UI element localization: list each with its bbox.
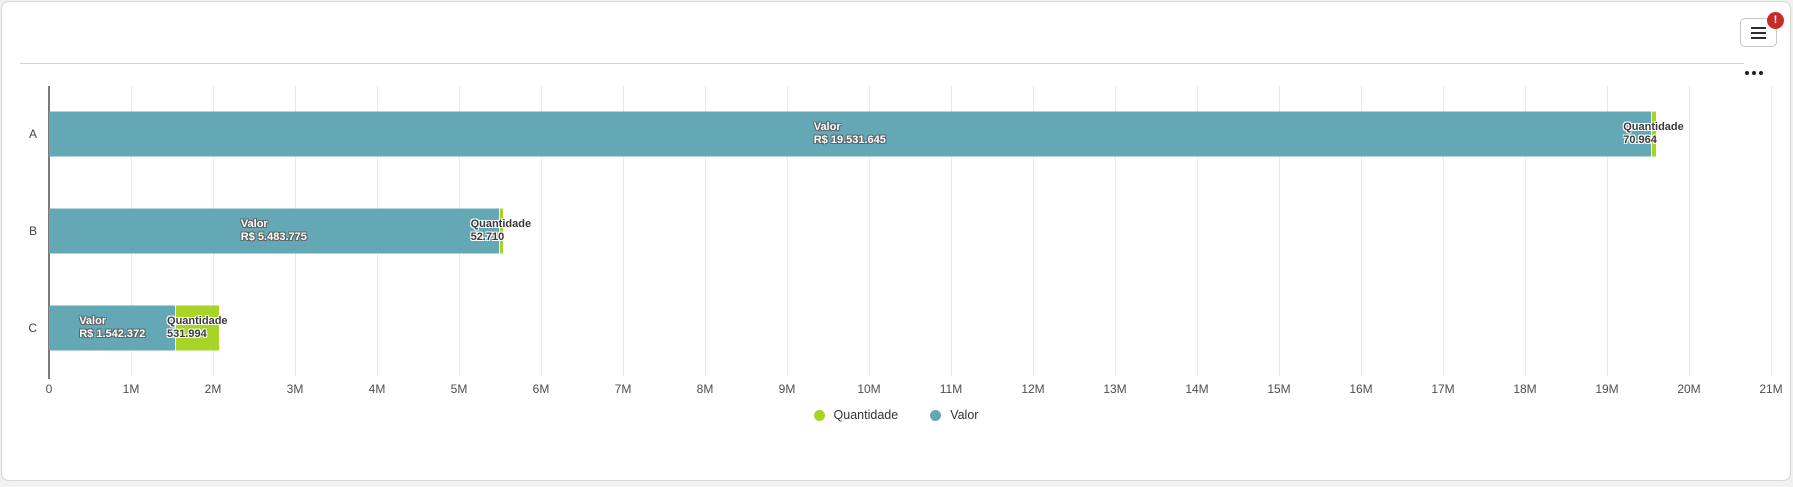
gridline — [1443, 86, 1444, 376]
x-tick-label: 21M — [1759, 382, 1783, 396]
x-tick-label: 8M — [696, 382, 714, 396]
more-options-button[interactable] — [1742, 68, 1766, 78]
x-tick-label: 17M — [1431, 382, 1455, 396]
gridline — [1279, 86, 1280, 376]
bar-segment-valor[interactable] — [49, 305, 176, 351]
x-tick-label: 16M — [1349, 382, 1373, 396]
x-tick-label: 2M — [204, 382, 222, 396]
gridline — [541, 86, 542, 376]
x-tick-label: 12M — [1021, 382, 1045, 396]
gridline — [1771, 86, 1772, 376]
gridline — [869, 86, 870, 376]
bar-segment-quantidade[interactable] — [1650, 111, 1657, 157]
x-tick-label: 1M — [122, 382, 140, 396]
menu-button[interactable]: ! — [1740, 12, 1784, 47]
gridline — [1115, 86, 1116, 376]
ellipsis-icon — [1752, 71, 1756, 75]
x-tick-label: 5M — [450, 382, 468, 396]
category-label: A — [28, 127, 37, 142]
hamburger-icon — [1751, 26, 1766, 39]
alert-badge: ! — [1767, 12, 1784, 29]
x-tick-label: 7M — [614, 382, 632, 396]
bar-segment-valor[interactable] — [49, 111, 1651, 157]
gridline — [951, 86, 952, 376]
chart-legend: Quantidade Valor — [2, 408, 1790, 422]
gridline — [1196, 86, 1198, 376]
legend-dot — [930, 409, 942, 421]
gridline — [1689, 86, 1690, 376]
x-axis-ticks: 0 1M 2M 3M 4M 5M 6M 7M 8M 9M 10M 11M 12M 13M 14M 15M 16M… — [45, 382, 1783, 398]
legend-dot — [813, 409, 825, 421]
x-tick-label: 6M — [532, 382, 550, 396]
header-divider — [20, 63, 1744, 64]
x-tick-label: 14M — [1185, 382, 1209, 396]
x-tick-label: 9M — [778, 382, 796, 396]
gridline — [1525, 86, 1526, 376]
x-tick-label: 3M — [286, 382, 304, 396]
x-tick-label: 11M — [939, 382, 963, 396]
category-label: C — [28, 320, 37, 335]
legend-item-quantidade[interactable]: Quantidade — [813, 408, 899, 422]
x-tick-label: 10M — [857, 382, 881, 396]
ellipsis-icon — [1745, 71, 1749, 75]
x-tick-label: 13M — [1103, 382, 1127, 396]
bar-segment-quantidade[interactable] — [175, 305, 220, 351]
bar-chart-plot: Valor R$ 19.531.645 Quantidade 70.964 Valor R… — [48, 86, 1772, 379]
legend-item-valor[interactable]: Valor — [930, 408, 978, 422]
gridline — [1033, 86, 1034, 376]
gridline — [787, 86, 788, 376]
x-tick-label: 20M — [1677, 382, 1701, 396]
gridline — [1361, 86, 1362, 376]
chart-area: A B C Valor R$ 19.531.645 Quantidade 70.964 Va… — [2, 64, 1790, 481]
legend-label: Quantidade — [833, 408, 899, 422]
x-tick-label: 19M — [1595, 382, 1619, 396]
card-header: ! — [2, 2, 1790, 64]
x-tick-label: 15M — [1267, 382, 1291, 396]
x-tick-label: 4M — [368, 382, 386, 396]
ellipsis-icon — [1759, 71, 1763, 75]
legend-label: Valor — [950, 408, 979, 422]
x-tick-label: 0 — [45, 382, 53, 396]
category-axis: A B C — [2, 86, 49, 376]
bar-segment-valor[interactable] — [49, 208, 499, 254]
category-label: B — [28, 224, 37, 238]
gridline — [705, 86, 706, 376]
bar-segment-quantidade[interactable] — [498, 208, 503, 254]
gridline — [622, 86, 624, 376]
gridline — [1607, 86, 1608, 376]
x-tick-label: 18M — [1513, 382, 1537, 396]
